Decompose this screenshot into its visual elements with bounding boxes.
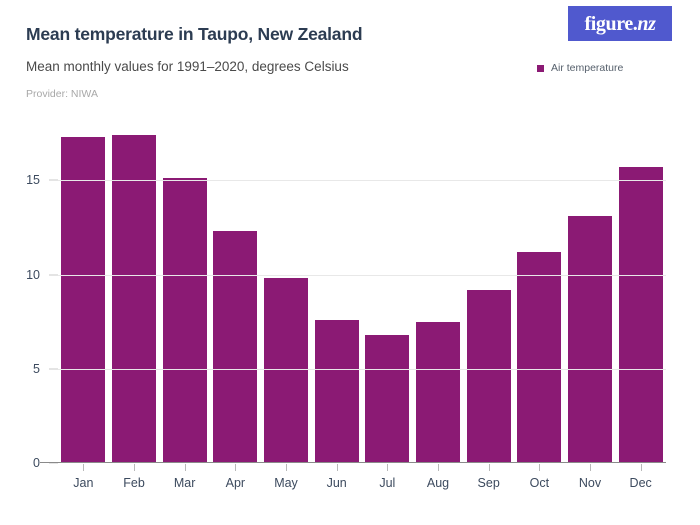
logo-text: figure.nz xyxy=(584,14,655,34)
figurenz-logo[interactable]: figure.nz xyxy=(568,6,672,41)
x-axis-tick-label-dec: Dec xyxy=(629,476,652,490)
x-axis-tick-mark xyxy=(387,464,389,471)
legend-item-label: Air temperature xyxy=(551,62,624,74)
x-axis-tick-mark xyxy=(235,464,237,471)
x-axis-tick-label-jan: Jan xyxy=(73,476,94,490)
x-axis-tick-mark xyxy=(488,464,490,471)
x-axis-line xyxy=(40,462,666,463)
bar-aug[interactable] xyxy=(416,321,460,463)
page-title: Mean temperature in Taupo, New Zealand xyxy=(26,24,363,44)
bar-dec[interactable] xyxy=(618,167,663,463)
x-axis-tick-label-may: May xyxy=(274,476,298,490)
bar-may[interactable] xyxy=(264,278,308,463)
x-axis-tick-mark xyxy=(336,464,338,471)
x-axis-tick-mark xyxy=(184,464,186,471)
x-axis-tick-label-feb: Feb xyxy=(123,476,145,490)
provider-label: Provider: NIWA xyxy=(26,88,98,100)
gridline xyxy=(58,368,666,370)
y-axis-tick-mark xyxy=(49,368,58,370)
x-axis-tick-label-sep: Sep xyxy=(477,476,500,490)
gridline xyxy=(58,180,666,182)
x-axis-tick-label-jun: Jun xyxy=(326,476,347,490)
x-axis-tick-label-aug: Aug xyxy=(426,476,450,490)
y-axis-tick-mark xyxy=(49,274,58,276)
x-axis-tick-label-mar: Mar xyxy=(173,476,196,490)
legend-swatch-icon xyxy=(537,64,544,72)
bar-series-air-temperature xyxy=(58,120,666,463)
y-axis-tick-mark xyxy=(49,179,58,181)
x-axis-tick-label-apr: Apr xyxy=(225,476,246,490)
y-axis-tick-label: 5 xyxy=(33,361,40,376)
x-axis-tick-mark xyxy=(83,464,85,471)
plot-area xyxy=(40,120,666,463)
y-axis-tick-label: 15 xyxy=(26,173,40,188)
x-axis-tick-mark xyxy=(134,464,135,471)
y-axis-tick-label: 10 xyxy=(26,267,40,282)
bar-feb[interactable] xyxy=(112,135,156,463)
chart-header: Mean temperature in Taupo, New Zealand M… xyxy=(0,0,700,110)
chart-legend[interactable]: Air temperature xyxy=(537,62,623,74)
x-axis-tick-label-nov: Nov xyxy=(578,476,602,490)
x-axis-tick-mark xyxy=(286,464,287,471)
x-axis-tick-mark xyxy=(438,464,439,471)
x-axis-tick-label-oct: Oct xyxy=(529,476,550,490)
bar-jul[interactable] xyxy=(365,334,410,463)
bar-sep[interactable] xyxy=(466,289,511,463)
chart-subtitle: Mean monthly values for 1991–2020, degre… xyxy=(26,59,349,74)
logo-text-suffix: nz xyxy=(637,12,656,35)
y-axis: 0 5 10 15 xyxy=(0,120,58,470)
bar-jan[interactable] xyxy=(61,136,106,463)
bar-oct[interactable] xyxy=(517,251,562,463)
y-axis-tick-mark xyxy=(49,462,58,464)
x-axis-tick-mark xyxy=(590,464,591,471)
bar-jun[interactable] xyxy=(314,319,359,463)
logo-text-main: figure. xyxy=(584,12,638,35)
bar-apr[interactable] xyxy=(213,231,258,463)
bar-mar[interactable] xyxy=(162,178,207,463)
x-axis-tick-mark xyxy=(640,464,642,471)
bar-nov[interactable] xyxy=(568,216,612,463)
x-axis-tick-mark xyxy=(539,464,541,471)
y-axis-tick-label: 0 xyxy=(33,456,40,470)
x-axis: Jan Feb Mar Apr May Jun Jul Aug Sep Oct Nov Dec xyxy=(58,464,666,504)
x-axis-tick-label-jul: Jul xyxy=(379,476,396,490)
gridline xyxy=(58,274,666,276)
